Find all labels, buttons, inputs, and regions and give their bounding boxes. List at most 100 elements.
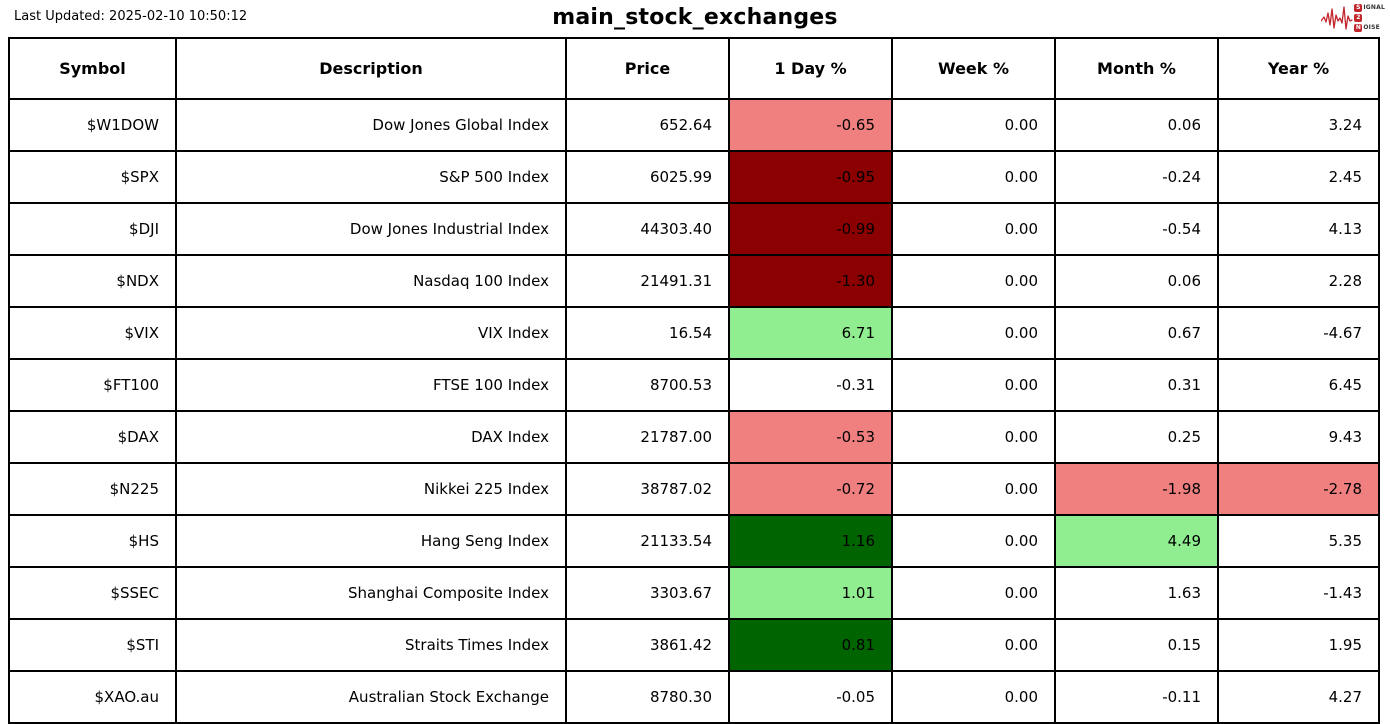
cell-1-day-pct: -1.30	[728, 254, 893, 308]
report-header: Last Updated: 2025-02-10 10:50:12 main_s…	[0, 0, 1390, 37]
cell-year-pct: 2.45	[1217, 150, 1380, 204]
cell-1-day-pct: -0.72	[728, 462, 893, 516]
cell-week-pct: 0.00	[891, 254, 1056, 308]
cell-month-pct: -0.24	[1054, 150, 1219, 204]
cell-price: 8700.53	[565, 358, 730, 412]
logo-letter-2: 2	[1354, 13, 1363, 22]
cell-month-pct: 1.63	[1054, 566, 1219, 620]
cell-symbol: $W1DOW	[8, 98, 177, 152]
table-header-row: Symbol Description Price 1 Day % Week % …	[8, 37, 1380, 100]
cell-year-pct: 5.35	[1217, 514, 1380, 568]
cell-price: 38787.02	[565, 462, 730, 516]
cell-description: VIX Index	[175, 306, 567, 360]
table-row: $SPX S&P 500 Index 6025.99 -0.95 0.00 -0…	[8, 150, 1380, 204]
cell-price: 21133.54	[565, 514, 730, 568]
table-row: $DAX DAX Index 21787.00 -0.53 0.00 0.25 …	[8, 410, 1380, 464]
cell-week-pct: 0.00	[891, 306, 1056, 360]
table-row: $W1DOW Dow Jones Global Index 652.64 -0.…	[8, 98, 1380, 152]
cell-month-pct: 0.15	[1054, 618, 1219, 672]
cell-week-pct: 0.00	[891, 566, 1056, 620]
cell-description: Nasdaq 100 Index	[175, 254, 567, 308]
table-row: $DJI Dow Jones Industrial Index 44303.40…	[8, 202, 1380, 256]
cell-description: Shanghai Composite Index	[175, 566, 567, 620]
cell-week-pct: 0.00	[891, 202, 1056, 256]
cell-1-day-pct: 1.16	[728, 514, 893, 568]
cell-symbol: $STI	[8, 618, 177, 672]
cell-price: 16.54	[565, 306, 730, 360]
cell-description: Australian Stock Exchange	[175, 670, 567, 724]
cell-month-pct: -0.54	[1054, 202, 1219, 256]
cell-year-pct: 6.45	[1217, 358, 1380, 412]
last-updated-timestamp: Last Updated: 2025-02-10 10:50:12	[14, 9, 248, 24]
cell-symbol: $DAX	[8, 410, 177, 464]
cell-month-pct: 0.31	[1054, 358, 1219, 412]
ecg-waveform-icon	[1321, 4, 1353, 32]
logo-text-oise: OISE	[1363, 23, 1380, 31]
cell-month-pct: 4.49	[1054, 514, 1219, 568]
cell-price: 3303.67	[565, 566, 730, 620]
cell-week-pct: 0.00	[891, 358, 1056, 412]
col-header-1-day-pct: 1 Day %	[728, 37, 893, 100]
col-header-year-pct: Year %	[1217, 37, 1380, 100]
logo-wordmark: S IGNAL 2 N OISE	[1354, 3, 1385, 32]
cell-description: Dow Jones Industrial Index	[175, 202, 567, 256]
cell-symbol: $FT100	[8, 358, 177, 412]
logo-text-ignal: IGNAL	[1363, 3, 1385, 11]
table-row: $VIX VIX Index 16.54 6.71 0.00 0.67 -4.6…	[8, 306, 1380, 360]
cell-description: DAX Index	[175, 410, 567, 464]
cell-description: Hang Seng Index	[175, 514, 567, 568]
cell-month-pct: -0.11	[1054, 670, 1219, 724]
col-header-symbol: Symbol	[8, 37, 177, 100]
cell-year-pct: 2.28	[1217, 254, 1380, 308]
cell-description: Dow Jones Global Index	[175, 98, 567, 152]
cell-description: S&P 500 Index	[175, 150, 567, 204]
cell-symbol: $DJI	[8, 202, 177, 256]
cell-1-day-pct: -0.53	[728, 410, 893, 464]
cell-price: 44303.40	[565, 202, 730, 256]
signal2noise-logo: S IGNAL 2 N OISE	[1321, 3, 1385, 32]
cell-week-pct: 0.00	[891, 410, 1056, 464]
col-header-week-pct: Week %	[891, 37, 1056, 100]
cell-year-pct: 1.95	[1217, 618, 1380, 672]
cell-price: 3861.42	[565, 618, 730, 672]
cell-year-pct: 4.27	[1217, 670, 1380, 724]
col-header-price: Price	[565, 37, 730, 100]
table-row: $FT100 FTSE 100 Index 8700.53 -0.31 0.00…	[8, 358, 1380, 412]
cell-year-pct: -2.78	[1217, 462, 1380, 516]
logo-letter-n: N	[1354, 23, 1363, 32]
cell-description: FTSE 100 Index	[175, 358, 567, 412]
cell-symbol: $SSEC	[8, 566, 177, 620]
table-row: $NDX Nasdaq 100 Index 21491.31 -1.30 0.0…	[8, 254, 1380, 308]
cell-symbol: $VIX	[8, 306, 177, 360]
cell-month-pct: 0.25	[1054, 410, 1219, 464]
cell-description: Nikkei 225 Index	[175, 462, 567, 516]
cell-symbol: $HS	[8, 514, 177, 568]
cell-1-day-pct: 1.01	[728, 566, 893, 620]
cell-symbol: $N225	[8, 462, 177, 516]
cell-price: 6025.99	[565, 150, 730, 204]
cell-year-pct: 4.13	[1217, 202, 1380, 256]
cell-price: 652.64	[565, 98, 730, 152]
cell-year-pct: 3.24	[1217, 98, 1380, 152]
table-row: $N225 Nikkei 225 Index 38787.02 -0.72 0.…	[8, 462, 1380, 516]
cell-1-day-pct: 6.71	[728, 306, 893, 360]
cell-week-pct: 0.00	[891, 150, 1056, 204]
col-header-month-pct: Month %	[1054, 37, 1219, 100]
cell-1-day-pct: -0.05	[728, 670, 893, 724]
cell-week-pct: 0.00	[891, 462, 1056, 516]
cell-price: 21491.31	[565, 254, 730, 308]
table-body: $W1DOW Dow Jones Global Index 652.64 -0.…	[8, 98, 1380, 724]
col-header-description: Description	[175, 37, 567, 100]
logo-letter-s: S	[1354, 3, 1363, 12]
cell-description: Straits Times Index	[175, 618, 567, 672]
cell-1-day-pct: 0.81	[728, 618, 893, 672]
cell-week-pct: 0.00	[891, 514, 1056, 568]
cell-week-pct: 0.00	[891, 618, 1056, 672]
cell-month-pct: -1.98	[1054, 462, 1219, 516]
cell-month-pct: 0.67	[1054, 306, 1219, 360]
cell-price: 21787.00	[565, 410, 730, 464]
cell-month-pct: 0.06	[1054, 254, 1219, 308]
cell-week-pct: 0.00	[891, 670, 1056, 724]
cell-1-day-pct: -0.95	[728, 150, 893, 204]
cell-price: 8780.30	[565, 670, 730, 724]
